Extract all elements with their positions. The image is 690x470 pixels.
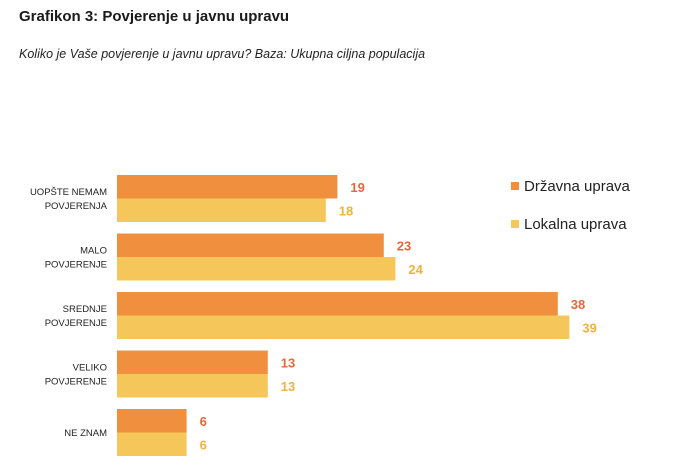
data-label: 23 (397, 238, 411, 253)
data-label: 13 (281, 379, 295, 394)
bar-drzavna (117, 233, 384, 257)
category-label: POVJERENJA (45, 201, 108, 212)
category-label: VELIKO (73, 363, 107, 374)
bar-lokalna (117, 432, 187, 456)
bar-drzavna (117, 350, 268, 374)
category-label: MALO (80, 246, 107, 257)
category-label: UOPŠTE NEMAM (30, 187, 107, 198)
legend-swatch (511, 182, 519, 190)
bar-lokalna (117, 374, 268, 398)
bar-drzavna (117, 409, 187, 433)
bar-lokalna (117, 257, 396, 281)
category-label: POVJERENJE (45, 377, 107, 388)
chart-title: Grafikon 3: Povjerenje u javnu upravu (19, 8, 290, 25)
bar-drzavna (117, 292, 558, 316)
legend-label: Lokalna uprava (524, 216, 627, 233)
category-label: POVJERENJE (45, 318, 107, 329)
data-label: 38 (571, 297, 585, 312)
data-label: 13 (281, 355, 295, 370)
category-label: POVJERENJE (45, 260, 107, 271)
data-label: 19 (350, 180, 364, 195)
chart-subtitle: Koliko je Vaše povjerenje u javnu upravu… (19, 47, 426, 61)
bar-lokalna (117, 315, 570, 339)
category-label: SREDNJE (63, 304, 107, 315)
bar-drzavna (117, 175, 338, 199)
data-label: 24 (408, 262, 423, 277)
legend-label: Državna uprava (524, 178, 631, 195)
legend-swatch (511, 220, 519, 228)
data-label: 6 (200, 437, 207, 452)
bar-lokalna (117, 198, 326, 222)
data-label: 39 (582, 320, 596, 335)
data-label: 18 (339, 203, 353, 218)
category-label: NE ZNAM (64, 428, 107, 439)
data-label: 6 (200, 414, 207, 429)
